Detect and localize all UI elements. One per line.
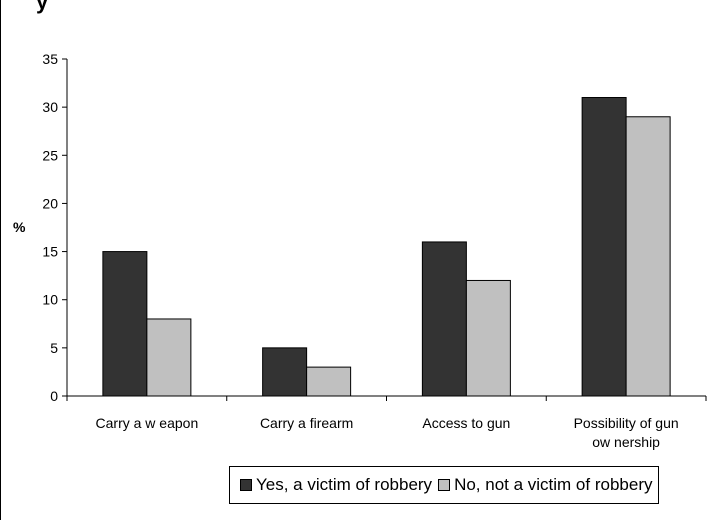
y-axis-label: % (13, 219, 26, 235)
category-label-2: Access to gun (422, 415, 510, 431)
category-label-1: Carry a firearm (260, 415, 353, 431)
legend: Yes, a victim of robbery No, not a victi… (229, 466, 660, 504)
bar-no-0 (146, 318, 192, 397)
bar-yes-2 (421, 241, 467, 397)
bar-yes-0 (102, 251, 148, 397)
legend-swatch-no (438, 479, 451, 491)
legend-swatch-yes (240, 479, 252, 491)
legend-label-no: No, not a victim of robbery (454, 475, 653, 494)
category-label-3-line2: ow nership (592, 434, 660, 450)
category-label-3: Possibility of gun (574, 415, 679, 431)
bar-no-3 (625, 116, 671, 397)
y-tick-label-30: 30 (42, 99, 58, 115)
bar-no-1 (306, 366, 352, 397)
y-tick-label-10: 10 (42, 292, 58, 308)
legend-item-yes: Yes, a victim of robbery (240, 475, 432, 495)
y-tick-label-35: 35 (42, 51, 58, 67)
legend-label-yes: Yes, a victim of robbery (256, 475, 433, 494)
bar-yes-3 (581, 97, 627, 397)
chart-title-fragment: y (36, 0, 49, 14)
bar-no-2 (465, 279, 511, 397)
y-tick-label-25: 25 (42, 147, 58, 163)
y-tick-label-0: 0 (50, 388, 58, 404)
y-tick-label-15: 15 (42, 244, 58, 260)
legend-item-no: No, not a victim of robbery (438, 475, 652, 495)
category-label-0: Carry a w eapon (96, 415, 199, 431)
y-tick-label-5: 5 (50, 340, 58, 356)
y-tick-label-20: 20 (42, 195, 58, 211)
bar-yes-1 (262, 347, 308, 397)
